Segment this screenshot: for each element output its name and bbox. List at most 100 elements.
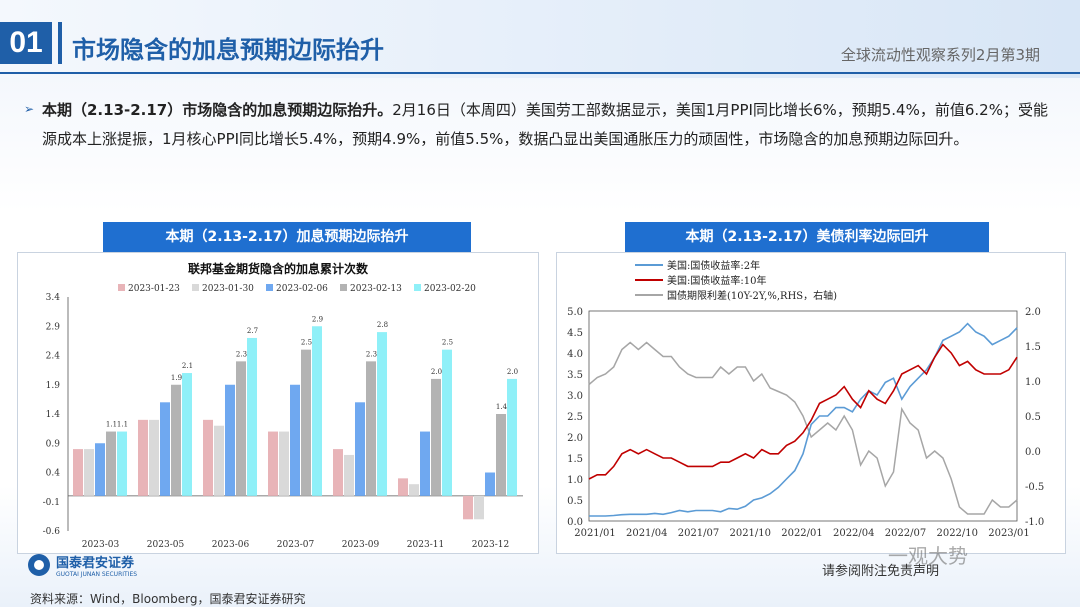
bar — [366, 361, 376, 496]
legend-label: 2023-02-13 — [350, 284, 402, 294]
bar — [431, 378, 441, 496]
y-tick-label: 0.4 — [46, 469, 61, 479]
x-tick-label: 2023-11 — [407, 540, 444, 550]
y-tick-label: 3.4 — [46, 293, 61, 303]
data-source: 资料来源：Wind，Bloomberg，国泰君安证券研究 — [30, 592, 306, 606]
bar — [463, 495, 473, 520]
x-tick-label: 2022/04 — [833, 528, 875, 539]
bar — [73, 449, 83, 496]
title-divider — [0, 72, 1080, 74]
bar — [496, 414, 506, 496]
legend-label: 国债期限利差(10Y-2Y,%,RHS，右轴) — [667, 289, 837, 302]
data-label: 1.1 — [117, 421, 128, 429]
bar — [106, 431, 116, 496]
y-right-tick-label: 0.5 — [1025, 412, 1041, 423]
disclaimer: 请参阅附注免责声明 — [822, 564, 940, 579]
bar — [344, 454, 354, 496]
data-label: 2.5 — [301, 339, 312, 347]
x-tick-label: 2022/10 — [936, 528, 978, 539]
bar — [160, 402, 170, 496]
y-tick-label: 0.9 — [46, 439, 61, 449]
bar — [117, 431, 127, 496]
legend-label: 美国:国债收益率:2年 — [667, 259, 760, 272]
series-line-spread — [588, 341, 1018, 515]
bar — [398, 478, 408, 496]
data-label: 2.8 — [377, 321, 388, 329]
x-tick-label: 2021/07 — [678, 528, 720, 539]
bar — [214, 425, 224, 496]
series-label: 全球流动性观察系列2月第3期 — [840, 46, 1040, 64]
data-label: 2.3 — [366, 350, 377, 358]
data-label: 1.9 — [171, 374, 182, 382]
bar — [84, 449, 94, 496]
y-left-tick-label: 1.0 — [567, 475, 583, 486]
data-label: 2.1 — [182, 362, 193, 370]
bar — [171, 384, 181, 496]
left-chart-frame: 联邦基金期货隐含的加息累计次数 2023-01-23 2023-01-30 2023-… — [17, 252, 539, 554]
y-left-tick-label: 5.0 — [567, 307, 583, 318]
y-tick-label: -0.1 — [43, 498, 60, 508]
y-right-tick-label: -1.0 — [1025, 517, 1044, 528]
legend-swatch — [340, 284, 347, 291]
bar — [279, 431, 289, 496]
bar — [268, 431, 278, 496]
data-label: 2.3 — [236, 350, 247, 358]
right-chart-frame: 美国:国债收益率:2年 美国:国债收益率:10年国债期限利差(10Y-2Y,%,R… — [556, 252, 1066, 554]
bar — [442, 349, 452, 496]
bar — [409, 484, 419, 496]
legend-label: 2023-01-23 — [128, 284, 180, 294]
y-right-tick-label: 1.0 — [1025, 377, 1041, 388]
logo-text-en: GUOTAI JUNAN SECURITIES — [56, 571, 138, 578]
bar — [474, 495, 484, 520]
bar — [225, 384, 235, 496]
company-logo: 国泰君安证券 GUOTAI JUNAN SECURITIES — [28, 552, 137, 578]
logo-text-cn: 国泰君安证券 — [56, 556, 135, 571]
legend-label: 2023-02-06 — [276, 284, 328, 294]
title-accent-bar — [58, 22, 62, 64]
bar — [377, 332, 387, 496]
legend-label: 2023-02-20 — [424, 284, 476, 294]
bar — [420, 431, 430, 496]
legend-label: 美国:国债收益率:10年 — [667, 274, 766, 287]
y-tick-label: 2.4 — [46, 352, 61, 362]
y-left-tick-label: 4.0 — [567, 349, 583, 360]
x-tick-label: 2022/01 — [781, 528, 823, 539]
bar — [247, 337, 257, 496]
bar — [355, 402, 365, 496]
page-title: 市场隐含的加息预期边际抬升 — [72, 36, 384, 64]
y-tick-label: -0.6 — [43, 527, 61, 537]
y-left-tick-label: 0.5 — [567, 496, 583, 507]
x-tick-label: 2021/01 — [574, 528, 616, 539]
x-tick-label: 2023-09 — [342, 540, 380, 550]
legend-swatch — [414, 284, 421, 291]
summary-lead: 本期（2.13-2.17）市场隐含的加息预期边际抬升。 — [42, 101, 393, 119]
series-line-10y — [588, 343, 1018, 480]
fed-funds-bar-chart: 联邦基金期货隐含的加息累计次数 2023-01-23 2023-01-30 2023-… — [43, 261, 523, 550]
bar — [507, 378, 517, 496]
bar — [301, 349, 311, 496]
bar — [485, 472, 495, 496]
legend-swatch — [118, 284, 125, 291]
y-right-tick-label: 1.5 — [1025, 342, 1041, 353]
y-tick-label: 1.9 — [46, 381, 61, 391]
summary-body: 2月16日（本周四）美国劳工部数据显示，美国1月PPI同比增长6%，预期5.4%… — [42, 101, 1048, 148]
bar — [290, 384, 300, 496]
x-tick-label: 2023-03 — [82, 540, 120, 550]
x-tick-label: 2023-07 — [277, 540, 315, 550]
x-tick-label: 2023/01 — [988, 528, 1030, 539]
data-label: 2.5 — [442, 339, 453, 347]
left-chart-label: 本期（2.13-2.17）加息预期边际抬升 — [103, 222, 471, 252]
y-left-tick-label: 0.0 — [567, 517, 583, 528]
x-tick-label: 2023-06 — [212, 540, 250, 550]
y-left-tick-label: 1.5 — [567, 454, 583, 465]
bullet-arrow-icon: ➢ — [24, 102, 35, 116]
y-tick-label: 2.9 — [46, 322, 61, 332]
plot-area — [588, 310, 1018, 522]
data-label: 2.9 — [312, 315, 323, 323]
bar — [149, 419, 159, 496]
legend-swatch — [266, 284, 273, 291]
legend-label: 2023-01-30 — [202, 284, 254, 294]
y-left-tick-label: 3.0 — [567, 391, 583, 402]
x-tick-label: 2023-12 — [472, 540, 509, 550]
series-line-2y — [589, 322, 1018, 517]
